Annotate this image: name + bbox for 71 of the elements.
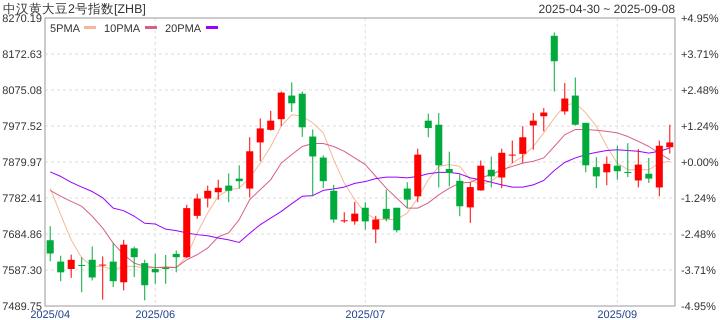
candlestick (57, 255, 64, 282)
y2-tick-label: -3.71% (681, 264, 716, 277)
y-tick-label: 7684.86 (2, 229, 42, 241)
candlestick (466, 182, 474, 224)
x-tick-label: 2025/06 (135, 309, 176, 320)
candlestick (603, 156, 610, 186)
candlestick (110, 242, 117, 288)
candlestick (204, 185, 212, 208)
candlestick (172, 250, 180, 273)
candlestick (645, 157, 652, 184)
candlestick (488, 156, 495, 188)
chart-subtitle: 2025-04-30 ~ 2025-09-08 (538, 2, 676, 16)
y2-tick-label: +1.24% (681, 120, 719, 133)
candlestick (130, 246, 138, 278)
candlestick (309, 129, 316, 197)
candlestick (152, 253, 159, 284)
candlestick (530, 112, 537, 150)
candlestick (340, 212, 348, 224)
chart-title: 中汉黄大豆2号指数[ZHB] (3, 2, 146, 16)
candlestick (99, 256, 106, 300)
candlestick (256, 118, 264, 162)
y2-tick-label: -2.48% (681, 229, 716, 242)
y-tick-label: 7977.52 (2, 121, 42, 133)
candlestick (519, 126, 526, 164)
y-tick-label: 7782.41 (2, 193, 42, 205)
candlestick (540, 108, 548, 132)
candlestick (624, 142, 632, 178)
x-tick-label: 2025/09 (597, 309, 638, 320)
candlestick (88, 246, 96, 281)
y2-tick-label: +4.95% (681, 13, 719, 25)
candlestick (561, 82, 568, 116)
y2-tick-label: +3.71% (681, 49, 719, 62)
candlestick (424, 113, 432, 138)
y-tick-label: 8270.19 (2, 13, 42, 25)
candlestick (362, 202, 369, 230)
candlestick (592, 156, 600, 189)
candlestick (68, 254, 75, 278)
candlestick (351, 201, 358, 226)
candlestick (78, 256, 86, 293)
candlestick (214, 179, 222, 200)
candlestick (320, 154, 327, 189)
candlestick (446, 151, 453, 187)
legend-label: 10PMA (104, 23, 141, 35)
y2-tick-label: +0.00% (681, 157, 719, 169)
x-tick-label: 2025/07 (345, 309, 386, 320)
candlestick (141, 259, 148, 301)
candlestick (634, 148, 642, 188)
candlestick (614, 145, 621, 180)
y-tick-label: 8075.08 (2, 85, 42, 97)
candlestick (382, 189, 390, 222)
candlestick (372, 215, 380, 244)
candlestick (404, 182, 411, 209)
y-tick-label: 7879.97 (2, 157, 42, 169)
candlestick (393, 207, 400, 233)
candlestick (236, 164, 243, 190)
candlestick (194, 193, 201, 220)
y2-tick-label: +2.48% (681, 84, 719, 97)
candlestick (162, 254, 170, 284)
legend-label: 5PMA (50, 23, 81, 35)
y-tick-label: 7587.30 (2, 265, 42, 277)
candlestick (508, 140, 516, 164)
x-tick-label: 2025/04 (30, 309, 70, 320)
candlestick (288, 82, 296, 112)
y2-tick-label: -4.95% (681, 301, 716, 313)
y2-tick-label: -1.24% (681, 193, 716, 206)
candlestick (46, 226, 54, 262)
legend-label: 20PMA (165, 23, 202, 35)
y-tick-label: 8172.63 (2, 49, 42, 61)
candlestick (267, 110, 274, 132)
candlestick (225, 172, 232, 203)
candlestick (666, 124, 674, 154)
